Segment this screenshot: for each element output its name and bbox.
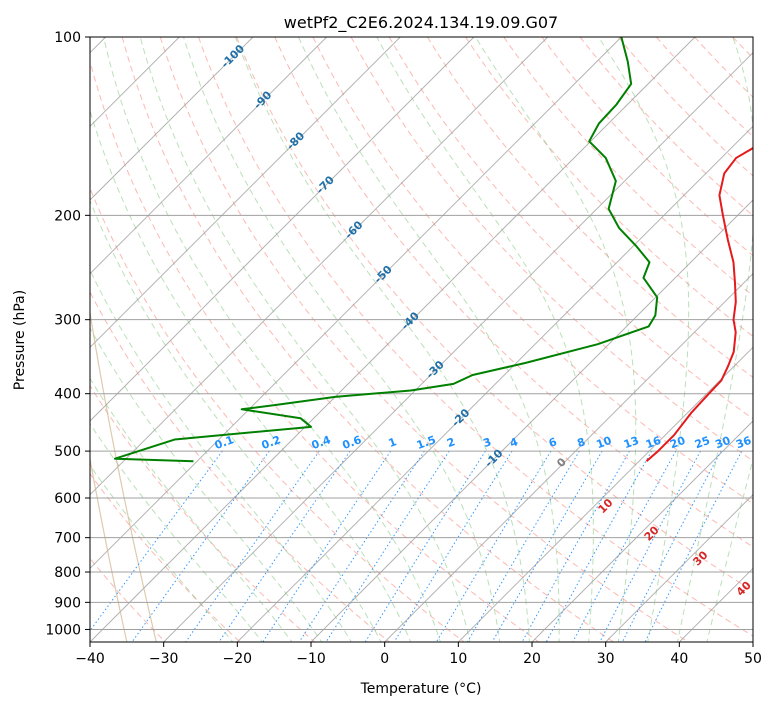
dry-adiabat [312, 37, 753, 505]
x-tick-label: 10 [449, 651, 467, 667]
mixing-ratio-label: 6 [547, 435, 559, 450]
isotherm-line [163, 51, 753, 642]
y-tick-label: 800 [54, 565, 81, 581]
dry-adiabat [159, 37, 690, 642]
profile-series [113, 37, 753, 463]
moist-adiabat [90, 108, 412, 642]
mixing-ratio-line [572, 450, 677, 642]
y-tick-label: 200 [54, 208, 81, 224]
isotherm-line [605, 493, 753, 642]
mixing-ratio-line [262, 450, 392, 642]
mixing-ratio-label: 0.1 [213, 433, 236, 452]
mixing-ratio-label: 25 [693, 434, 712, 451]
y-tick-label: 1000 [45, 622, 81, 638]
reference-curve [90, 455, 128, 642]
isotherm-line [90, 37, 254, 201]
mixing-ratio-label: 4 [508, 435, 520, 450]
mixing-ratio-line [185, 450, 320, 642]
dry-adiabat [90, 291, 391, 642]
mixing-ratio-line [90, 450, 223, 632]
dry-adiabat [350, 37, 753, 462]
x-tick-label: 40 [670, 651, 688, 667]
isotherm-line [90, 37, 696, 642]
y-tick-label: 600 [54, 491, 81, 507]
mixing-ratio-line [644, 450, 743, 642]
isotherm-line [90, 37, 401, 349]
isotherm-line [531, 420, 753, 642]
mixing-ratio-line [599, 450, 701, 642]
mixing-ratio-line [545, 450, 653, 642]
dry-adiabat [426, 37, 753, 378]
x-axis-label: Temperature (°C) [360, 681, 482, 697]
dry-adiabat [579, 37, 753, 217]
y-tick-label: 500 [54, 444, 81, 460]
y-tick-label: 300 [54, 313, 81, 329]
dry-adiabat [90, 59, 540, 642]
x-tick-label: −40 [75, 651, 105, 667]
reference-curve [90, 308, 157, 642]
isotherm-line [236, 125, 753, 642]
dry-adiabat [198, 37, 753, 637]
dry-adiabat [90, 384, 316, 642]
isotherm-line [90, 37, 475, 422]
y-tick-label: 100 [54, 30, 81, 46]
temperature-line [645, 146, 753, 462]
mixing-ratio-label: 16 [644, 434, 663, 452]
dry-adiabat [541, 37, 753, 257]
mixing-ratio-label: 1.5 [415, 433, 438, 452]
x-tick-label: −30 [149, 651, 179, 667]
y-axis: 100 200 300 400 500 600 700 800 900 1000 [45, 30, 90, 638]
dry-adiabat [121, 37, 615, 642]
x-tick-label: 20 [523, 651, 541, 667]
mixing-ratio-label: 36 [734, 434, 753, 452]
mixing-ratio-label: 10 [595, 434, 614, 452]
isotherm-line [90, 37, 549, 496]
mixing-ratio-label: 8 [575, 435, 587, 450]
x-tick-label: −20 [223, 651, 253, 667]
x-tick-label: −10 [296, 651, 326, 667]
dry-adiabat [236, 37, 753, 592]
mixing-ratio-label: 0.4 [310, 433, 333, 452]
mixing-ratio-label: 0.6 [341, 433, 364, 452]
isotherm-line [457, 346, 753, 642]
chart-title: wetPf2_C2E6.2024.134.19.09.G07 [284, 13, 558, 33]
pressure-gridlines [90, 37, 753, 630]
mixing-ratio-label: 1 [387, 435, 399, 450]
x-tick-label: 50 [744, 651, 762, 667]
mixing-ratio-label: 30 [713, 434, 732, 452]
y-axis-label: Pressure (hPa) [12, 290, 28, 390]
dry-adiabat [274, 37, 753, 548]
mixing-ratio-line [435, 450, 552, 642]
y-tick-label: 700 [54, 531, 81, 547]
x-tick-label: 30 [597, 651, 615, 667]
y-tick-label: 400 [54, 387, 81, 403]
isotherm-line [90, 37, 622, 570]
plot-frame [89, 36, 754, 643]
mixing-ratio-label: 3 [481, 435, 493, 450]
mixing-ratio-line [521, 450, 630, 642]
moist-adiabat [90, 199, 382, 642]
mixing-ratio-label: 20 [668, 434, 687, 452]
isotherm-line [384, 272, 753, 642]
isotherm-line [90, 37, 328, 275]
dry-adiabat [388, 37, 753, 420]
dewpoint-line [113, 37, 659, 463]
y-tick-label: 900 [54, 595, 81, 611]
mixing-ratio-label: 2 [445, 435, 457, 450]
mixing-ratio-line [621, 450, 722, 642]
mixing-ratio-line [298, 450, 425, 642]
mixing-ratio-line [491, 450, 603, 642]
x-tick-label: 0 [380, 651, 389, 667]
mixing-ratio-line [466, 450, 580, 642]
mixing-ratio-label: 0.2 [260, 433, 283, 452]
x-axis: −40 −30 −20 −10 0 10 20 30 40 50 [75, 642, 762, 667]
mixing-ratio-label: 13 [622, 434, 641, 451]
